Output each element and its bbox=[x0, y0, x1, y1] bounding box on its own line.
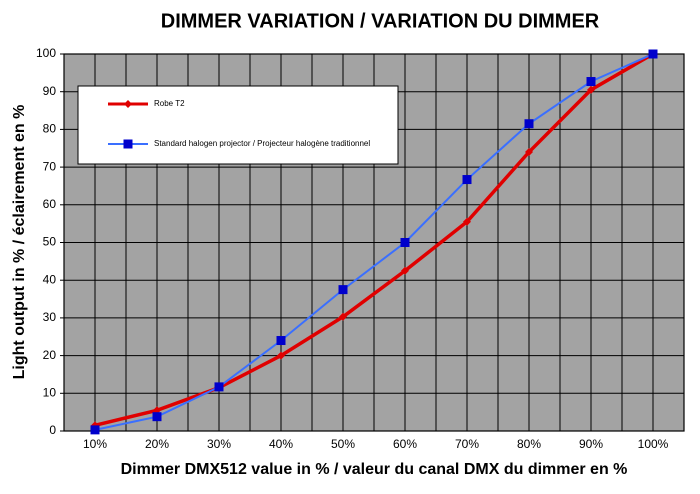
y-tick-label: 100 bbox=[36, 46, 56, 60]
marker bbox=[524, 119, 534, 129]
y-tick-label: 20 bbox=[43, 348, 57, 362]
legend-label: Standard halogen projector / Projecteur … bbox=[154, 139, 370, 148]
series-line bbox=[94, 53, 654, 431]
marker bbox=[525, 148, 533, 157]
chart-title: DIMMER VARIATION / VARIATION DU DIMMER bbox=[161, 10, 600, 32]
x-tick-label: 20% bbox=[145, 437, 169, 451]
marker bbox=[648, 49, 658, 59]
y-tick-label: 80 bbox=[43, 122, 57, 136]
marker bbox=[124, 100, 132, 108]
marker bbox=[152, 412, 162, 422]
x-tick-label: 80% bbox=[517, 437, 541, 451]
y-tick-label: 40 bbox=[43, 272, 57, 286]
marker bbox=[400, 238, 410, 247]
legend-box bbox=[77, 85, 399, 165]
y-tick-label: 90 bbox=[43, 84, 57, 98]
x-tick-label: 40% bbox=[269, 437, 293, 451]
y-axis-label: Light output in % / éclairement en % bbox=[11, 105, 28, 380]
marker bbox=[90, 425, 100, 435]
marker bbox=[586, 77, 596, 87]
x-tick-label: 100% bbox=[638, 437, 669, 451]
marker bbox=[276, 336, 286, 346]
series-line bbox=[94, 52, 654, 428]
marker bbox=[214, 382, 224, 392]
x-tick-label: 90% bbox=[579, 437, 603, 451]
x-tick-label: 60% bbox=[393, 437, 417, 451]
marker bbox=[339, 312, 347, 321]
x-tick-label: 10% bbox=[83, 437, 107, 451]
y-tick-label: 70 bbox=[43, 159, 57, 173]
y-tick-label: 30 bbox=[43, 310, 57, 324]
x-tick-label: 50% bbox=[331, 437, 355, 451]
legend-label: Robe T2 bbox=[154, 99, 185, 108]
y-tick-label: 0 bbox=[49, 423, 56, 437]
marker bbox=[462, 175, 472, 185]
x-tick-label: 30% bbox=[207, 437, 231, 451]
marker bbox=[338, 285, 348, 295]
marker bbox=[401, 266, 409, 275]
marker bbox=[277, 351, 285, 360]
x-tick-label: 70% bbox=[455, 437, 479, 451]
marker bbox=[463, 217, 471, 226]
x-axis-label: Dimmer DMX512 value in % / valeur du can… bbox=[121, 461, 628, 478]
y-tick-label: 50 bbox=[43, 235, 57, 249]
y-tick-label: 10 bbox=[43, 385, 57, 399]
marker bbox=[587, 85, 595, 94]
plot-border bbox=[63, 53, 685, 432]
y-tick-label: 60 bbox=[43, 197, 57, 211]
marker bbox=[123, 139, 133, 149]
